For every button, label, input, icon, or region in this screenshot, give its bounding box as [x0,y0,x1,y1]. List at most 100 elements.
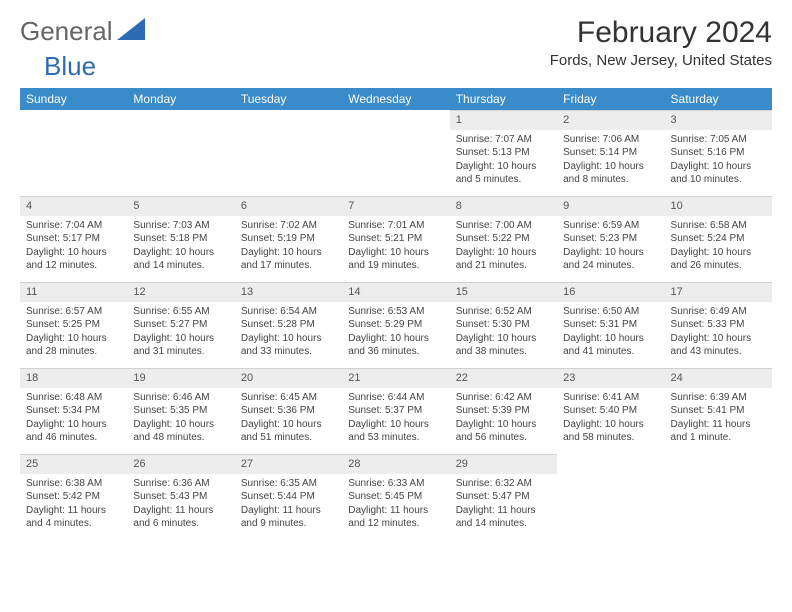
calendar-cell: 2Sunrise: 7:06 AMSunset: 5:14 PMDaylight… [557,110,664,196]
daylight-line: Daylight: 10 hours and 19 minutes. [348,246,443,273]
sunrise-line: Sunrise: 6:54 AM [241,305,336,319]
day-number: 6 [235,196,342,216]
calendar-cell: 18Sunrise: 6:48 AMSunset: 5:34 PMDayligh… [20,368,127,454]
location-label: Fords, New Jersey, United States [550,52,772,69]
sunset-line: Sunset: 5:35 PM [133,404,228,418]
calendar-cell: 4Sunrise: 7:04 AMSunset: 5:17 PMDaylight… [20,196,127,282]
day-number: 29 [450,454,557,474]
sunrise-line: Sunrise: 6:36 AM [133,477,228,491]
sunrise-line: Sunrise: 6:39 AM [671,391,766,405]
day-number: 25 [20,454,127,474]
empty-cell [557,454,664,458]
day-body: Sunrise: 6:33 AMSunset: 5:45 PMDaylight:… [342,474,449,535]
calendar-cell: 8Sunrise: 7:00 AMSunset: 5:22 PMDaylight… [450,196,557,282]
day-number: 17 [665,282,772,302]
day-body: Sunrise: 6:54 AMSunset: 5:28 PMDaylight:… [235,302,342,363]
daylight-line: Daylight: 10 hours and 14 minutes. [133,246,228,273]
day-body: Sunrise: 6:52 AMSunset: 5:30 PMDaylight:… [450,302,557,363]
daylight-line: Daylight: 10 hours and 38 minutes. [456,332,551,359]
day-body: Sunrise: 7:06 AMSunset: 5:14 PMDaylight:… [557,130,664,191]
calendar-cell: 10Sunrise: 6:58 AMSunset: 5:24 PMDayligh… [665,196,772,282]
calendar-cell [557,454,664,540]
sunset-line: Sunset: 5:16 PM [671,146,766,160]
brand-word2: Blue [44,51,96,81]
day-body: Sunrise: 6:42 AMSunset: 5:39 PMDaylight:… [450,388,557,449]
day-number: 22 [450,368,557,388]
day-number: 1 [450,110,557,130]
daylight-line: Daylight: 10 hours and 53 minutes. [348,418,443,445]
daylight-line: Daylight: 10 hours and 26 minutes. [671,246,766,273]
daylight-line: Daylight: 10 hours and 12 minutes. [26,246,121,273]
daylight-line: Daylight: 11 hours and 9 minutes. [241,504,336,531]
day-body: Sunrise: 6:44 AMSunset: 5:37 PMDaylight:… [342,388,449,449]
sunrise-line: Sunrise: 6:33 AM [348,477,443,491]
calendar-week: 1Sunrise: 7:07 AMSunset: 5:13 PMDaylight… [20,110,772,196]
sunset-line: Sunset: 5:21 PM [348,232,443,246]
calendar-cell: 23Sunrise: 6:41 AMSunset: 5:40 PMDayligh… [557,368,664,454]
sunset-line: Sunset: 5:37 PM [348,404,443,418]
day-body: Sunrise: 7:01 AMSunset: 5:21 PMDaylight:… [342,216,449,277]
calendar-cell: 1Sunrise: 7:07 AMSunset: 5:13 PMDaylight… [450,110,557,196]
day-number: 21 [342,368,449,388]
day-body: Sunrise: 7:04 AMSunset: 5:17 PMDaylight:… [20,216,127,277]
day-header-row: Sunday Monday Tuesday Wednesday Thursday… [20,88,772,110]
daylight-line: Daylight: 10 hours and 51 minutes. [241,418,336,445]
sunset-line: Sunset: 5:42 PM [26,490,121,504]
day-body: Sunrise: 6:57 AMSunset: 5:25 PMDaylight:… [20,302,127,363]
day-number: 11 [20,282,127,302]
sunset-line: Sunset: 5:14 PM [563,146,658,160]
sunset-line: Sunset: 5:27 PM [133,318,228,332]
day-body: Sunrise: 7:02 AMSunset: 5:19 PMDaylight:… [235,216,342,277]
calendar-cell: 6Sunrise: 7:02 AMSunset: 5:19 PMDaylight… [235,196,342,282]
day-number: 28 [342,454,449,474]
day-number: 24 [665,368,772,388]
calendar-cell: 19Sunrise: 6:46 AMSunset: 5:35 PMDayligh… [127,368,234,454]
brand-logo: General [20,16,145,47]
day-number: 20 [235,368,342,388]
sunset-line: Sunset: 5:24 PM [671,232,766,246]
calendar-cell [342,110,449,196]
calendar-cell: 20Sunrise: 6:45 AMSunset: 5:36 PMDayligh… [235,368,342,454]
daylight-line: Daylight: 10 hours and 46 minutes. [26,418,121,445]
calendar-cell: 27Sunrise: 6:35 AMSunset: 5:44 PMDayligh… [235,454,342,540]
day-body: Sunrise: 6:53 AMSunset: 5:29 PMDaylight:… [342,302,449,363]
calendar-week: 18Sunrise: 6:48 AMSunset: 5:34 PMDayligh… [20,368,772,454]
calendar-cell: 15Sunrise: 6:52 AMSunset: 5:30 PMDayligh… [450,282,557,368]
day-body: Sunrise: 6:32 AMSunset: 5:47 PMDaylight:… [450,474,557,535]
sunrise-line: Sunrise: 6:59 AM [563,219,658,233]
sunset-line: Sunset: 5:36 PM [241,404,336,418]
sunset-line: Sunset: 5:23 PM [563,232,658,246]
day-number: 16 [557,282,664,302]
sunset-line: Sunset: 5:44 PM [241,490,336,504]
day-header: Sunday [20,88,127,110]
calendar-cell: 21Sunrise: 6:44 AMSunset: 5:37 PMDayligh… [342,368,449,454]
calendar-cell: 22Sunrise: 6:42 AMSunset: 5:39 PMDayligh… [450,368,557,454]
calendar-cell: 5Sunrise: 7:03 AMSunset: 5:18 PMDaylight… [127,196,234,282]
day-body: Sunrise: 6:36 AMSunset: 5:43 PMDaylight:… [127,474,234,535]
sunrise-line: Sunrise: 6:32 AM [456,477,551,491]
sunset-line: Sunset: 5:39 PM [456,404,551,418]
daylight-line: Daylight: 10 hours and 10 minutes. [671,160,766,187]
sunset-line: Sunset: 5:28 PM [241,318,336,332]
sunset-line: Sunset: 5:29 PM [348,318,443,332]
day-body: Sunrise: 7:05 AMSunset: 5:16 PMDaylight:… [665,130,772,191]
sunset-line: Sunset: 5:22 PM [456,232,551,246]
sunset-line: Sunset: 5:45 PM [348,490,443,504]
sunset-line: Sunset: 5:19 PM [241,232,336,246]
sunrise-line: Sunrise: 6:48 AM [26,391,121,405]
day-header: Friday [557,88,664,110]
daylight-line: Daylight: 11 hours and 6 minutes. [133,504,228,531]
daylight-line: Daylight: 10 hours and 5 minutes. [456,160,551,187]
daylight-line: Daylight: 10 hours and 36 minutes. [348,332,443,359]
daylight-line: Daylight: 10 hours and 58 minutes. [563,418,658,445]
daylight-line: Daylight: 10 hours and 24 minutes. [563,246,658,273]
calendar-cell: 11Sunrise: 6:57 AMSunset: 5:25 PMDayligh… [20,282,127,368]
sunrise-line: Sunrise: 6:49 AM [671,305,766,319]
sail-triangle-icon [117,16,145,47]
day-number: 26 [127,454,234,474]
day-body: Sunrise: 6:46 AMSunset: 5:35 PMDaylight:… [127,388,234,449]
day-number: 10 [665,196,772,216]
sunset-line: Sunset: 5:40 PM [563,404,658,418]
day-body: Sunrise: 6:58 AMSunset: 5:24 PMDaylight:… [665,216,772,277]
calendar-cell: 3Sunrise: 7:05 AMSunset: 5:16 PMDaylight… [665,110,772,196]
